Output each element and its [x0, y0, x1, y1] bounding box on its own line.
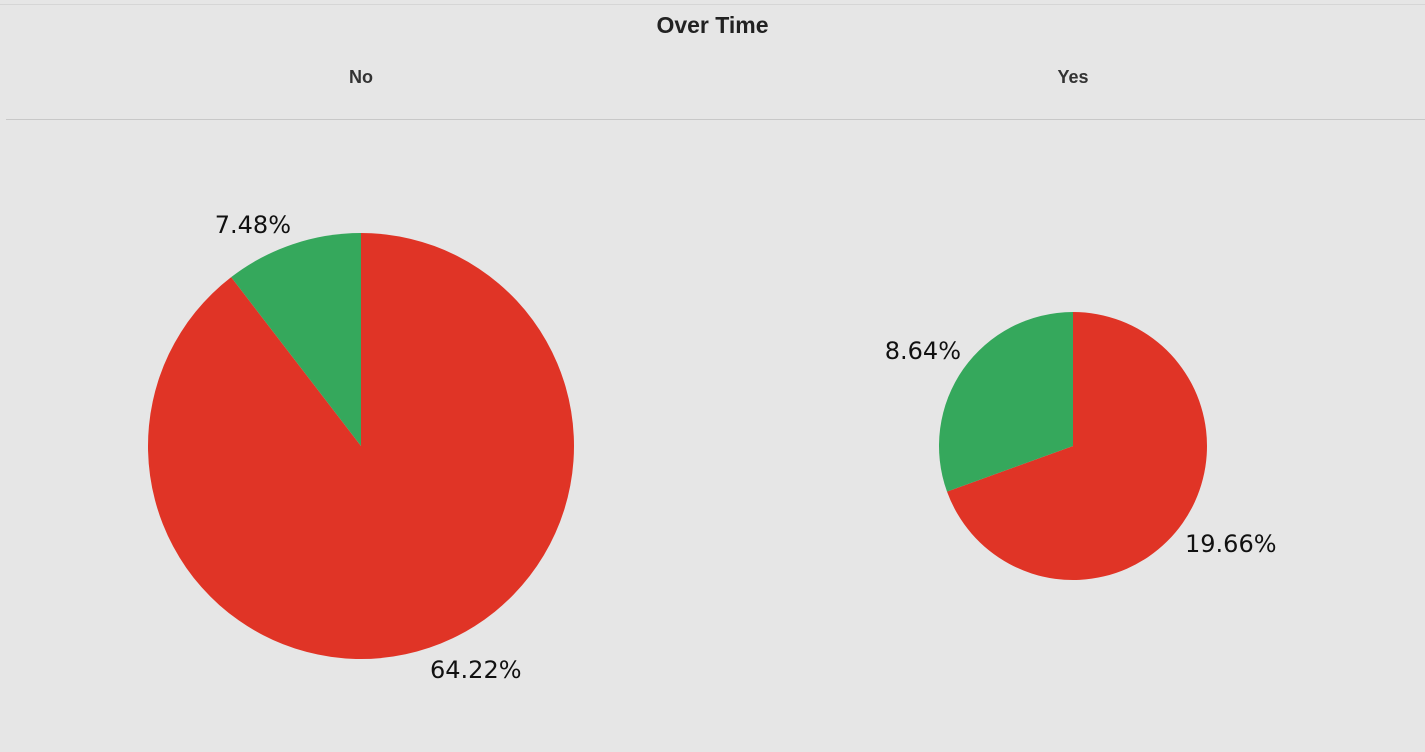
facet-label-yes: Yes: [1057, 67, 1089, 87]
facet-label-no: No: [349, 67, 373, 87]
pie-slice-yes-0[interactable]: [947, 312, 1208, 580]
chart-title: Over Time: [656, 12, 769, 38]
pie-slice-no-0[interactable]: [148, 233, 574, 659]
slice-label-yes-0: 19.66%: [1185, 530, 1277, 558]
top-border: [0, 4, 1425, 5]
pie-slice-yes-1[interactable]: [939, 312, 1073, 492]
slice-label-no-1: 7.48%: [215, 211, 291, 239]
slice-label-yes-1: 8.64%: [885, 337, 961, 365]
slice-label-no-0: 64.22%: [430, 656, 522, 684]
header-divider: [6, 119, 1425, 120]
pie-slice-no-1[interactable]: [231, 233, 361, 446]
